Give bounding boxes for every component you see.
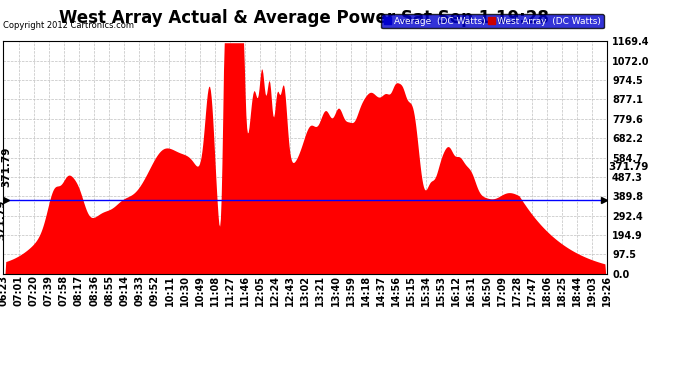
- Legend: Average  (DC Watts), West Array  (DC Watts): Average (DC Watts), West Array (DC Watts…: [382, 14, 604, 28]
- Text: 371.79: 371.79: [609, 162, 649, 172]
- Text: Copyright 2012 Cartronics.com: Copyright 2012 Cartronics.com: [3, 21, 135, 30]
- Text: West Array Actual & Average Power Sat Sep 1 19:28: West Array Actual & Average Power Sat Se…: [59, 9, 549, 27]
- Text: 371.79: 371.79: [0, 200, 7, 240]
- Text: 371.79: 371.79: [1, 147, 11, 187]
